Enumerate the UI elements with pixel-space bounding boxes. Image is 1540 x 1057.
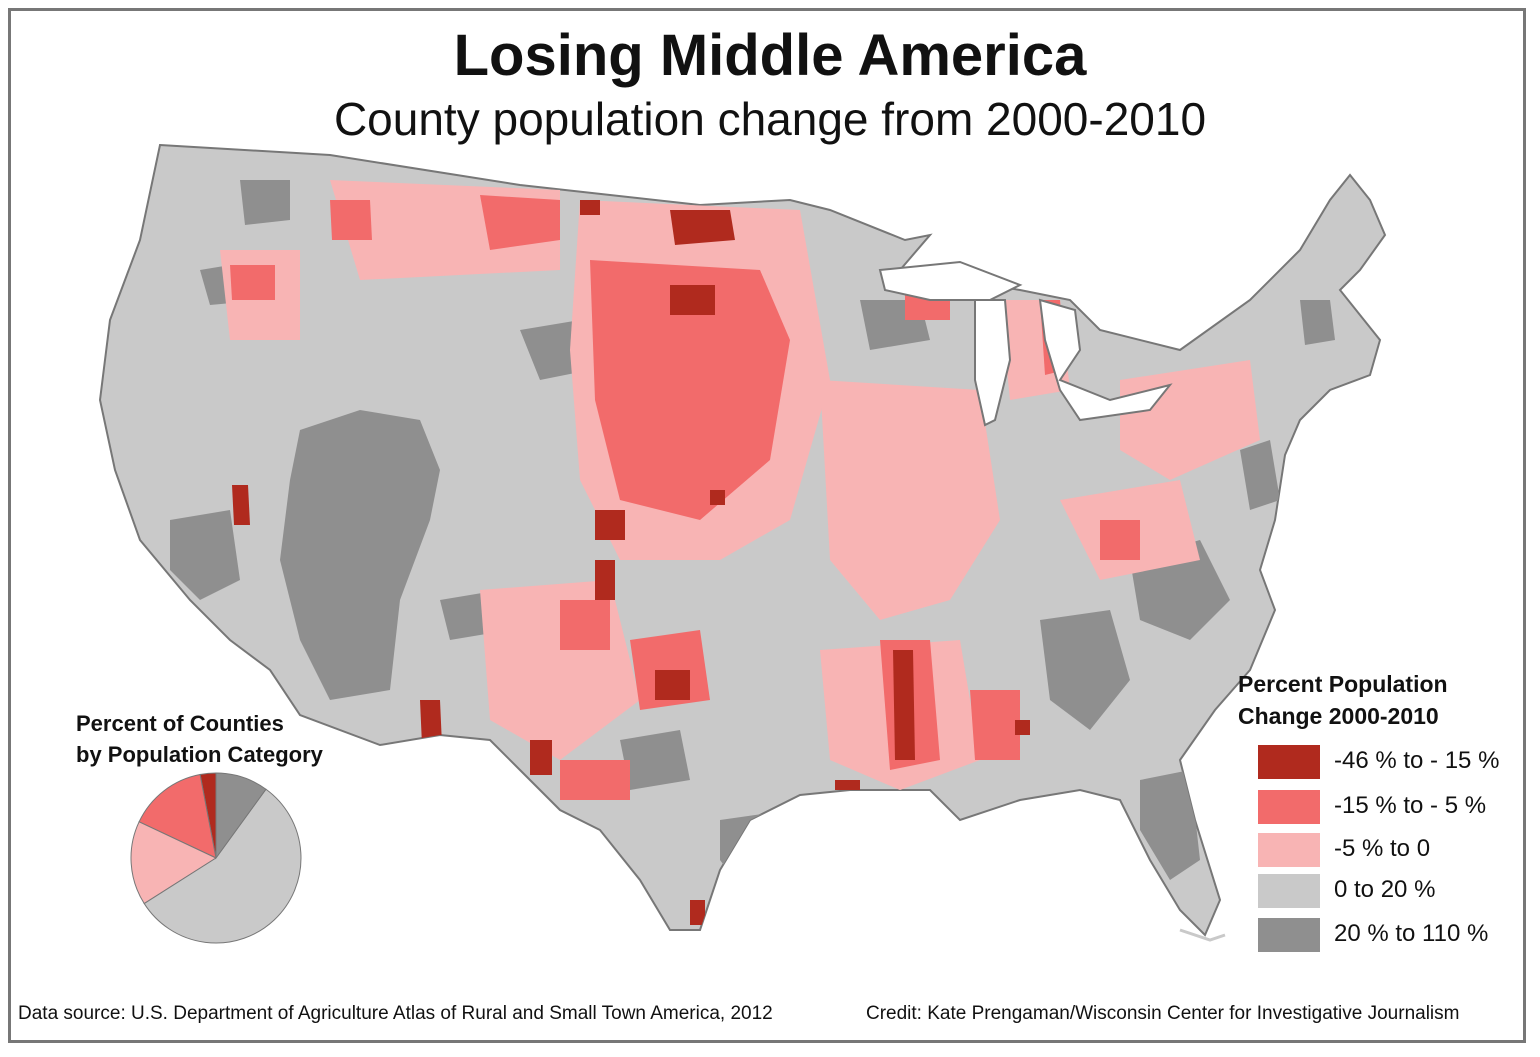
great-lakes	[878, 260, 1173, 427]
pie-slice-fast-growth	[215, 772, 267, 860]
legend-title-line1: Percent Population	[1238, 671, 1448, 697]
legend-label: -46 % to - 15 %	[1334, 747, 1500, 774]
legend-title-line2: Change 2000-2010	[1238, 703, 1439, 729]
lake-superior	[878, 260, 1023, 301]
pie-slice-decline	[138, 773, 217, 859]
credit-line: Credit: Kate Prengaman/Wisconsin Center …	[866, 1003, 1460, 1024]
legend-swatch	[1258, 918, 1320, 952]
pie-title: Percent of Counties by Population Catego…	[76, 708, 323, 770]
pie-title-line1: Percent of Counties	[76, 711, 284, 736]
legend-label: -5 % to 0	[1334, 835, 1431, 862]
legend-label: 0 to 20 %	[1334, 876, 1436, 903]
data-source: Data source: U.S. Department of Agricult…	[18, 1003, 773, 1024]
pie-slice-moderate-growth	[143, 788, 302, 944]
pie-slice-slight-decline	[130, 821, 218, 905]
map-subtitle: County population change from 2000-2010	[333, 93, 1207, 145]
florida-keys	[1179, 928, 1226, 942]
pie-title-line2: by Population Category	[76, 742, 323, 767]
legend-swatch	[1258, 745, 1320, 779]
severe-decline-regions	[232, 200, 1030, 925]
lake-michigan	[974, 299, 1012, 427]
legend-swatch	[1258, 790, 1320, 824]
legend-swatch	[1258, 833, 1320, 867]
legend-label: -15 % to - 5 %	[1334, 792, 1487, 819]
legend-title: Percent Population Change 2000-2010	[1238, 668, 1448, 732]
legend-swatch	[1258, 874, 1320, 908]
legend-label: 20 % to 110 %	[1334, 920, 1489, 947]
lake-huron-erie	[1038, 298, 1173, 422]
map-title: Losing Middle America	[453, 23, 1087, 88]
population-pie-chart	[130, 772, 302, 944]
